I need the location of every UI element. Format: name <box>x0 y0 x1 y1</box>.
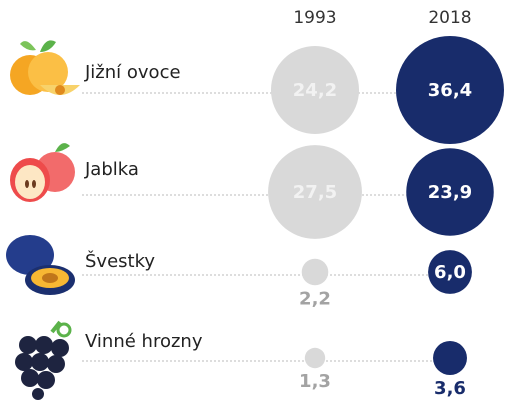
column-header: 2018 <box>428 8 471 28</box>
icon-apricot <box>10 40 80 95</box>
category-label: Jablka <box>84 159 139 180</box>
value-label: 36,4 <box>428 80 472 101</box>
category-label: Vinné hrozny <box>85 331 203 352</box>
icon-grapes <box>15 320 72 400</box>
column-header: 1993 <box>293 8 336 28</box>
bubble <box>301 258 329 286</box>
bubble <box>268 145 362 239</box>
value-label: 2,2 <box>299 288 331 309</box>
value-label: 6,0 <box>434 262 466 283</box>
category-label: Švestky <box>85 250 155 272</box>
icon-plum <box>6 235 75 295</box>
value-label: 3,6 <box>434 378 466 399</box>
category-label: Jižní ovoce <box>84 62 181 83</box>
bubble <box>433 341 467 375</box>
bubble <box>396 36 504 144</box>
value-label: 1,3 <box>299 371 331 392</box>
bubble <box>270 45 360 135</box>
value-label: 23,9 <box>428 182 472 203</box>
value-label: 24,2 <box>293 80 337 101</box>
icon-apple <box>10 143 75 202</box>
value-label: 27,5 <box>293 182 337 203</box>
bubble <box>406 148 494 236</box>
bubble <box>304 347 326 369</box>
bubble <box>428 250 472 294</box>
